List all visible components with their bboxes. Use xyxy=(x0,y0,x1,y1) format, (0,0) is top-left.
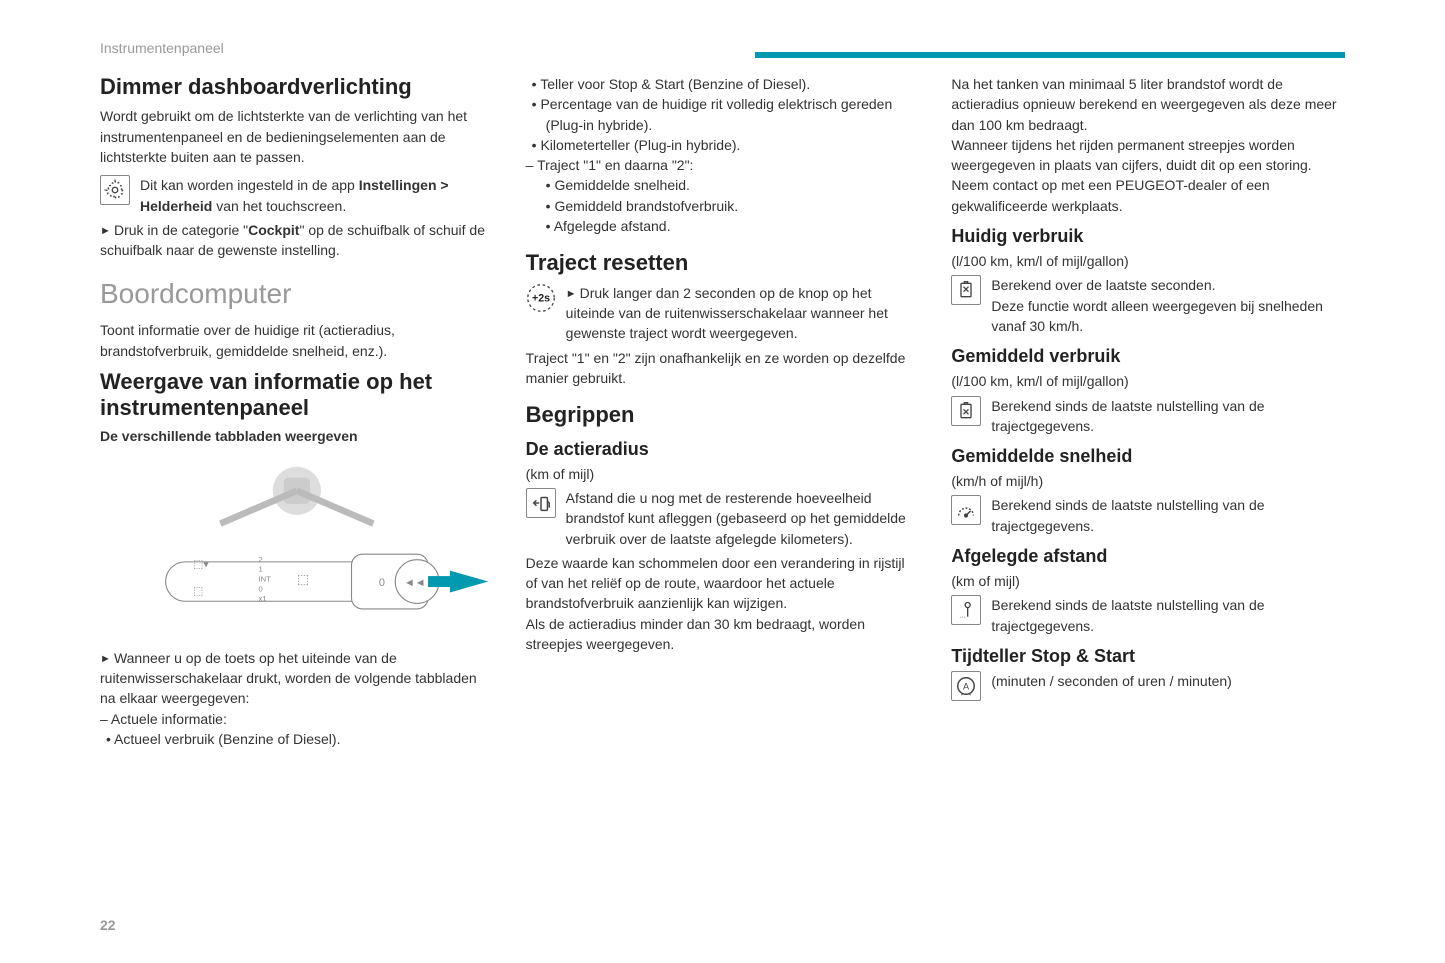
gear-note-text: Dit kan worden ingesteld in de app Inste… xyxy=(140,175,494,216)
li-actueel-verbruik: Actueel verbruik (Benzine of Diesel). xyxy=(120,729,494,749)
tijd-row: A (minuten / seconden of uren / minuten) xyxy=(951,671,1345,701)
gemv-row: Berekend sinds de laatste nulstelling va… xyxy=(951,396,1345,437)
svg-text:0: 0 xyxy=(259,584,263,593)
unit-afg: (km of mijl) xyxy=(951,571,1345,591)
svg-text:2: 2 xyxy=(259,555,263,564)
heading-afg: Afgelegde afstand xyxy=(951,546,1345,567)
list-continued: Teller voor Stop & Start (Benzine of Die… xyxy=(526,74,920,155)
heading-reset: Traject resetten xyxy=(526,250,920,276)
top-a: Na het tanken van minimaal 5 liter brand… xyxy=(951,74,1345,135)
wiper-stalk-diagram: ⬚▾ ⬚ 2 1 INT 0 x1 ⬚ 0 ◄◄ xyxy=(100,458,494,633)
svg-text:1: 1 xyxy=(259,565,263,574)
column-1: Dimmer dashboardverlichting Wordt gebrui… xyxy=(100,74,494,749)
tijd-text: (minuten / seconden of uren / minuten) xyxy=(991,671,1231,691)
actier-b: Deze waarde kan schommelen door een vera… xyxy=(526,553,920,614)
gear-note: Dit kan worden ingesteld in de app Inste… xyxy=(100,175,494,216)
top-c: Neem contact op met een PEUGEOT-dealer o… xyxy=(951,175,1345,216)
heading-dimmer: Dimmer dashboardverlichting xyxy=(100,74,494,100)
stop-start-a-icon: A xyxy=(951,671,981,701)
li-afgelegde: Afgelegde afstand. xyxy=(560,216,920,236)
huidig-row: Berekend over de laatste seconden.Deze f… xyxy=(951,275,1345,336)
svg-text:+2s: +2s xyxy=(532,292,550,304)
svg-text:A: A xyxy=(963,682,970,692)
svg-text:⬚: ⬚ xyxy=(297,572,309,587)
svg-text:x1: x1 xyxy=(259,594,267,603)
li-percentage: Percentage van de huidige rit volledig e… xyxy=(546,94,920,135)
svg-text:…: … xyxy=(960,613,967,620)
reset-text-a: Druk langer dan 2 seconden op de knop op… xyxy=(566,283,920,344)
header-accent-bar xyxy=(755,52,1345,58)
svg-text:⬚: ⬚ xyxy=(193,586,203,598)
unit-actieradius: (km of mijl) xyxy=(526,464,920,484)
li-actuele: Actuele informatie: xyxy=(114,709,494,729)
svg-text:◄◄: ◄◄ xyxy=(404,577,426,589)
li-gem-snel: Gemiddelde snelheid. xyxy=(560,175,920,195)
heading-gems: Gemiddelde snelheid xyxy=(951,446,1345,467)
actier-a: Afstand die u nog met de resterende hoev… xyxy=(566,488,920,549)
li-teller: Teller voor Stop & Start (Benzine of Die… xyxy=(546,74,920,94)
reset-text-b: Traject "1" en "2" zijn onafhankelijk en… xyxy=(526,348,920,389)
dimmer-intro: Wordt gebruikt om de lichtsterkte van de… xyxy=(100,106,494,167)
distance-sign-icon: … xyxy=(951,595,981,625)
cockpit-instruction: Druk in de categorie "Cockpit" op de sch… xyxy=(100,220,494,261)
speedometer-icon xyxy=(951,495,981,525)
sub-tabbladen: De verschillende tabbladen weergeven xyxy=(100,428,494,444)
unit-huidig: (l/100 km, km/l of mijl/gallon) xyxy=(951,251,1345,271)
unit-gems: (km/h of mijl/h) xyxy=(951,471,1345,491)
heading-weergave: Weergave van informatie op het instrumen… xyxy=(100,369,494,422)
heading-huidig: Huidig verbruik xyxy=(951,226,1345,247)
heading-tijd: Tijdteller Stop & Start xyxy=(951,646,1345,667)
afg-text: Berekend sinds de laatste nulstelling va… xyxy=(991,595,1345,636)
svg-text:⬚▾: ⬚▾ xyxy=(193,558,209,570)
boord-intro: Toont informatie over de huidige rit (ac… xyxy=(100,320,494,361)
avg-consumption-icon xyxy=(951,396,981,426)
list-actuele: Actuele informatie: xyxy=(100,709,494,729)
svg-text:0: 0 xyxy=(379,577,385,589)
actier-c: Als de actieradius minder dan 30 km bedr… xyxy=(526,614,920,655)
plus2s-icon: +2s xyxy=(526,283,556,313)
heading-gemv: Gemiddeld verbruik xyxy=(951,346,1345,367)
wiper-instruction: Wanneer u op de toets op het uiteinde va… xyxy=(100,648,494,709)
li-gem-brand: Gemiddeld brandstofverbruik. xyxy=(560,196,920,216)
unit-gemv: (l/100 km, km/l of mijl/gallon) xyxy=(951,371,1345,391)
heading-boordcomputer: Boordcomputer xyxy=(100,278,494,310)
svg-text:INT: INT xyxy=(259,574,272,583)
afg-row: … Berekend sinds de laatste nulstelling … xyxy=(951,595,1345,636)
three-column-layout: Dimmer dashboardverlichting Wordt gebrui… xyxy=(100,74,1345,749)
reset-row: +2s Druk langer dan 2 seconden op de kno… xyxy=(526,283,920,344)
heading-actieradius: De actieradius xyxy=(526,439,920,460)
gear-icon xyxy=(100,175,130,205)
huidig-text: Berekend over de laatste seconden.Deze f… xyxy=(991,275,1345,336)
gems-row: Berekend sinds de laatste nulstelling va… xyxy=(951,495,1345,536)
consumption-x-icon xyxy=(951,275,981,305)
fuel-range-row: Afstand die u nog met de resterende hoev… xyxy=(526,488,920,549)
heading-begrippen: Begrippen xyxy=(526,402,920,428)
li-km: Kilometerteller (Plug-in hybride). xyxy=(546,135,920,155)
list-actuele-sub: Actueel verbruik (Benzine of Diesel). xyxy=(100,729,494,749)
top-b: Wanneer tijdens het rijden permanent str… xyxy=(951,135,1345,176)
gems-text: Berekend sinds de laatste nulstelling va… xyxy=(991,495,1345,536)
column-2: Teller voor Stop & Start (Benzine of Die… xyxy=(526,74,920,749)
list-traject: Traject "1" en daarna "2": Gemiddelde sn… xyxy=(526,155,920,236)
fuel-pump-icon xyxy=(526,488,556,518)
li-traject12: Traject "1" en daarna "2": Gemiddelde sn… xyxy=(540,155,920,236)
page-number: 22 xyxy=(100,917,116,933)
gemv-text: Berekend sinds de laatste nulstelling va… xyxy=(991,396,1345,437)
column-3: Na het tanken van minimaal 5 liter brand… xyxy=(951,74,1345,749)
